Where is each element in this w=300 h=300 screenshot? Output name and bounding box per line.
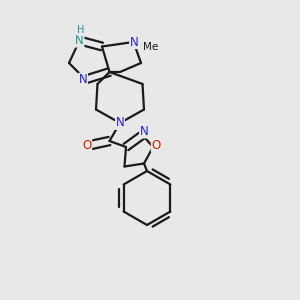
Text: O: O [152,139,160,152]
Text: N: N [116,116,124,130]
Text: N: N [130,35,139,49]
Text: N: N [75,34,84,47]
Text: O: O [82,139,91,152]
Text: N: N [79,73,88,86]
Text: Me: Me [143,42,158,52]
Text: N: N [140,125,148,138]
Text: H: H [77,25,85,35]
